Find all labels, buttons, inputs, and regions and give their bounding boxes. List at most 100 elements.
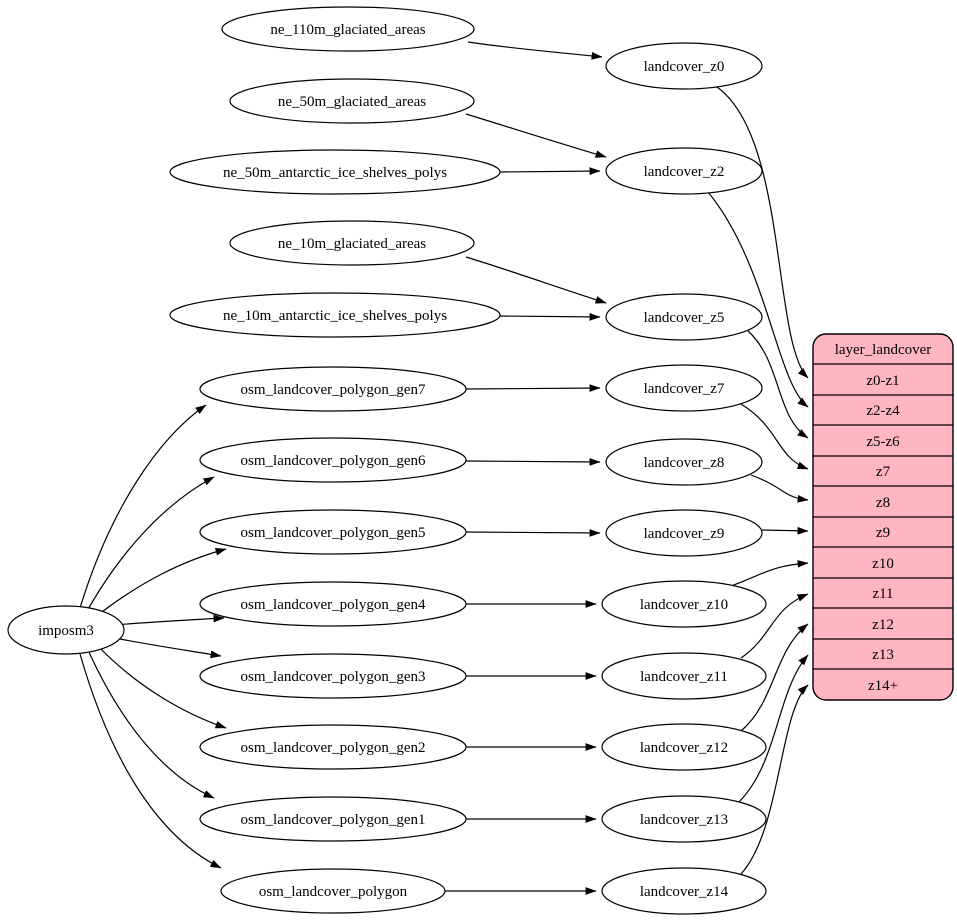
table-row-z9: z9 [876,525,890,541]
node-ellipse [220,868,446,914]
table-row-z5-z6: z5-z6 [866,434,900,450]
edge-ne-10m-antarctic-ice-shelves-polys-to-landcover-z5 [499,313,601,321]
table-row-z0-z1: z0-z1 [866,373,899,389]
node-osm-landcover-polygon-gen4: osm_landcover_polygon_gen4 [199,581,467,627]
edge-imposm3-to-osm-landcover-polygon-gen4 [114,614,225,626]
node-landcover-z11: landcover_z11 [601,652,767,700]
node-label: osm_landcover_polygon_gen4 [241,597,426,613]
node-ellipse [601,652,767,700]
table-row-z12: z12 [872,617,894,633]
table-title: layer_landcover [835,342,932,358]
table-row-z10: z10 [872,556,894,572]
node-imposm3-ellipse [7,605,125,655]
node-label: landcover_z9 [644,526,725,542]
node-landcover-z9: landcover_z9 [605,509,763,557]
node-landcover-z7: landcover_z7 [605,364,763,412]
edge-imposm3-to-osm-landcover-polygon [79,653,222,869]
node-ellipse [221,6,475,52]
edge-landcover-z2-to-row-z2-z4 [707,191,809,408]
edge-landcover-z7-to-row-z7 [740,403,809,470]
node-ellipse [605,147,763,195]
node-imposm3-label: imposm3 [38,623,94,639]
node-ellipse [199,581,467,627]
node-landcover-z5: landcover_z5 [605,293,763,341]
node-ellipse [601,795,767,843]
edge-ne-110m-glaciated-areas-to-landcover-z0 [467,41,603,60]
node-ne-50m-antarctic-ice-shelves-polys: ne_50m_antarctic_ice_shelves_polys [169,149,501,195]
node-label: landcover_z10 [640,597,728,613]
node-label: landcover_z2 [644,164,725,180]
node-ellipse [605,42,763,90]
node-ellipse [605,364,763,412]
edge-landcover-z10-to-row-z10 [730,560,809,587]
node-osm-landcover-polygon-gen5: osm_landcover_polygon_gen5 [199,509,467,555]
node-landcover-z8: landcover_z8 [605,438,763,486]
node-landcover-z13: landcover_z13 [601,795,767,843]
node-label: landcover_z14 [640,884,729,900]
table-row-z2-z4: z2-z4 [866,403,900,419]
node-label: landcover_z11 [640,669,728,685]
node-label: landcover_z12 [640,740,728,756]
edge-ne-50m-antarctic-ice-shelves-polys-to-landcover-z2 [499,167,601,175]
node-ellipse [601,580,767,628]
table-row-z13: z13 [872,647,894,663]
node-imposm3: imposm3 [7,605,125,655]
node-ellipse [605,438,763,486]
node-osm-landcover-polygon-gen2: osm_landcover_polygon_gen2 [199,724,467,770]
node-osm-landcover-polygon: osm_landcover_polygon [220,868,446,914]
node-landcover-z10: landcover_z10 [601,580,767,628]
node-ne-110m-glaciated-areas: ne_110m_glaciated_areas [221,6,475,52]
node-label: osm_landcover_polygon_gen2 [241,740,426,756]
edge-imposm3-to-osm-landcover-polygon-gen6 [85,476,215,614]
table-row-z7: z7 [876,464,891,480]
edge-imposm3-to-osm-landcover-polygon-gen3 [114,637,222,659]
node-ellipse [229,220,475,266]
node-label: landcover_z8 [644,455,725,471]
edges-layer [79,41,809,895]
node-label: osm_landcover_polygon_gen3 [241,669,426,685]
node-ellipse [229,78,475,124]
edge-imposm3-to-osm-landcover-polygon-gen5 [93,548,227,619]
node-ellipse [199,724,467,770]
node-ellipse [199,437,467,483]
node-ellipse [199,509,467,555]
edge-landcover-z5-to-row-z5-z6 [747,330,809,439]
edge-ne-50m-glaciated-areas-to-landcover-z2 [465,113,607,158]
node-osm-landcover-polygon-gen6: osm_landcover_polygon_gen6 [199,437,467,483]
node-ellipse [601,867,767,915]
edge-landcover-z0-to-row-z0-z1 [716,86,809,379]
node-ellipse [169,149,501,195]
edge-landcover-z9-to-row-z9 [761,526,809,535]
node-ellipse [199,796,467,842]
node-label: ne_50m_antarctic_ice_shelves_polys [223,165,447,181]
node-ellipse [601,723,767,771]
node-label: ne_10m_glaciated_areas [278,236,426,252]
node-landcover-z0: landcover_z0 [605,42,763,90]
edge-imposm3-to-osm-landcover-polygon-gen2 [95,643,227,729]
node-osm-landcover-polygon-gen3: osm_landcover_polygon_gen3 [199,653,467,699]
node-label: ne_10m_antarctic_ice_shelves_polys [223,308,447,324]
node-ne-10m-glaciated-areas: ne_10m_glaciated_areas [229,220,475,266]
node-ne-10m-antarctic-ice-shelves-polys: ne_10m_antarctic_ice_shelves_polys [169,292,501,338]
table-row-z14plus: z14+ [868,678,898,694]
node-label: osm_landcover_polygon [259,884,408,900]
node-label: osm_landcover_polygon_gen6 [241,453,426,469]
node-label: osm_landcover_polygon_gen7 [241,382,426,398]
edge-imposm3-to-osm-landcover-polygon-gen1 [87,649,215,799]
edge-landcover-z8-to-row-z8 [750,474,809,503]
node-label: ne_110m_glaciated_areas [270,22,425,38]
record-layer-landcover: layer_landcover z0-z1 z2-z4 z5-z6 z7 z8 … [812,333,954,701]
node-osm-landcover-polygon-gen1: osm_landcover_polygon_gen1 [199,796,467,842]
node-label: ne_50m_glaciated_areas [278,94,426,110]
edge-landcover-z13-to-row-z13 [738,654,809,803]
edge-osm-landcover-polygon-gen6-to-landcover-z8 [465,458,601,466]
node-ne-50m-glaciated-areas: ne_50m_glaciated_areas [229,78,475,124]
node-label: landcover_z7 [644,381,725,397]
edge-landcover-z14-to-row-z14 [740,684,809,875]
node-label: osm_landcover_polygon_gen5 [241,525,426,541]
node-ellipse [199,366,467,412]
node-label: landcover_z13 [640,812,728,828]
edge-osm-landcover-polygon-gen7-to-landcover-z7 [465,384,601,392]
node-osm-landcover-polygon-gen7: osm_landcover_polygon_gen7 [199,366,467,412]
